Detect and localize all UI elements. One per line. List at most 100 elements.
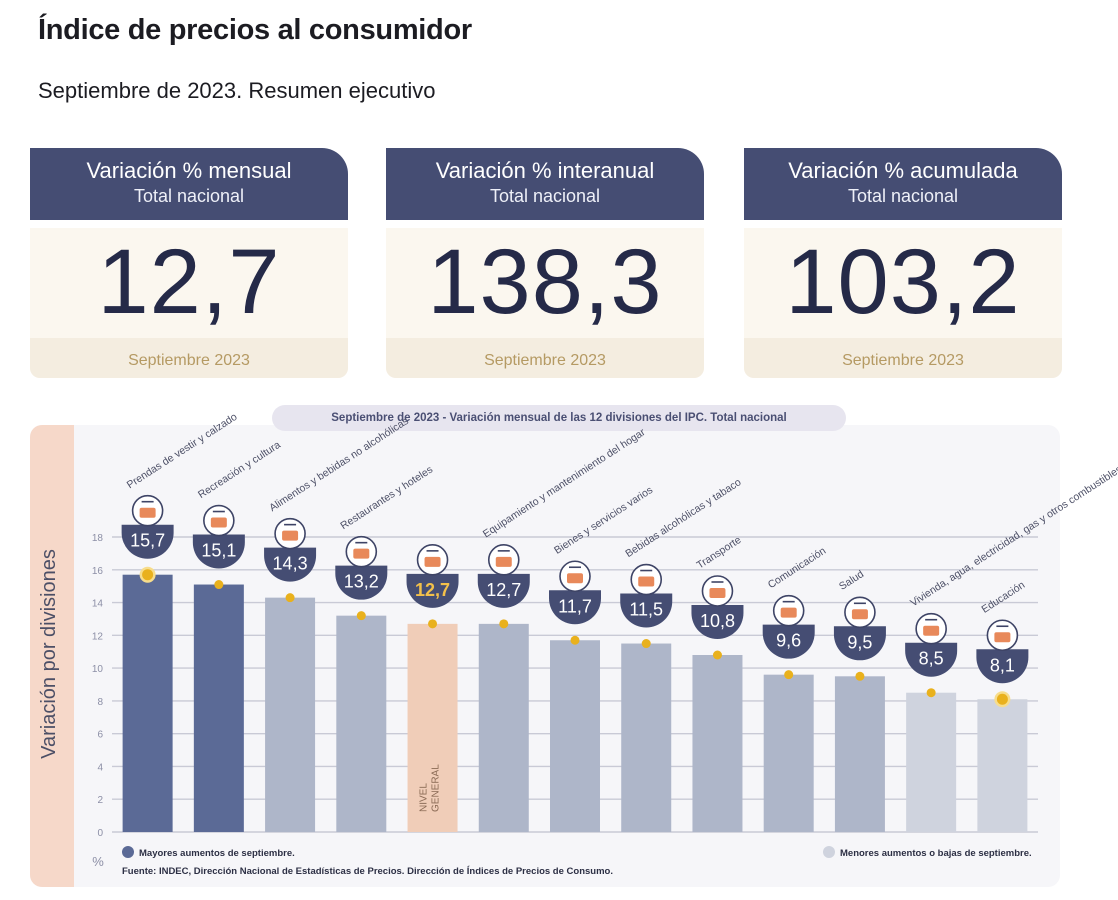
category-label: Equipamiento y mantenimiento del hogar [481, 426, 648, 540]
category-label: Transporte [695, 534, 744, 572]
icon-accent [638, 576, 655, 587]
card-yearly-label: Variación % interanual [435, 158, 655, 183]
page-subtitle: Septiembre de 2023. Resumen ejecutivo [38, 78, 436, 103]
bar-9 [692, 655, 743, 832]
value-label: 15,1 [201, 541, 236, 561]
bar-marker [356, 611, 366, 621]
bar-10 [763, 674, 814, 832]
bar-4 [336, 615, 387, 832]
bar-7 [550, 640, 600, 832]
card-yearly-header: Variación % interanual Total nacional [386, 148, 704, 220]
bar-marker [784, 670, 794, 680]
value-label: 9,6 [776, 631, 801, 651]
value-badge [335, 565, 388, 600]
card-yearly-value: 138,3 [427, 231, 663, 333]
division-icon [487, 544, 520, 576]
value-label: 11,5 [629, 600, 663, 620]
division-icon [416, 544, 449, 576]
icon-accent [780, 607, 797, 618]
value-badge [264, 547, 317, 582]
icon-accent [994, 632, 1011, 643]
chart-source: Fuente: INDEC, Dirección Nacional de Est… [122, 866, 613, 877]
y-tick-label: 0 [97, 828, 103, 839]
y-axis-title: Variación por divisiones [38, 549, 60, 759]
value-label: 9,5 [847, 632, 872, 652]
bar-marker [499, 619, 509, 629]
value-badge [477, 573, 530, 608]
value-label: 12,7 [415, 580, 450, 600]
bar-marker [641, 639, 651, 649]
y-unit-label: % [92, 854, 104, 869]
card-yearly-period: Septiembre 2023 [484, 352, 606, 369]
bar-12 [906, 692, 957, 832]
card-band [744, 338, 1062, 378]
card-yearly-body: 138,3 Septiembre 2023 [386, 228, 704, 378]
value-badge [905, 642, 958, 677]
page-title: Índice de precios al consumidor [38, 14, 472, 46]
bar-11 [834, 676, 885, 832]
chart-title: Septiembre de 2023 - Variación mensual d… [272, 405, 846, 431]
card-yearly: Variación % interanual Total nacional 13… [386, 148, 704, 378]
bar-3 [265, 597, 316, 832]
bar-marker [855, 671, 865, 681]
bar-marker [428, 619, 438, 629]
y-tick-label: 18 [92, 533, 104, 544]
bar-marker [712, 650, 722, 660]
value-label: 14,3 [273, 554, 308, 574]
icon-accent [424, 556, 441, 567]
value-badge [691, 605, 744, 639]
card-cumulative-label: Variación % acumulada [788, 158, 1018, 183]
division-icon [701, 575, 734, 607]
card-monthly-period: Septiembre 2023 [128, 352, 250, 369]
icon-accent [567, 573, 583, 584]
category-label: Salud [837, 568, 866, 593]
y-tick-label: 4 [97, 762, 103, 773]
value-label: 8,5 [919, 649, 944, 669]
division-icon [559, 560, 591, 593]
y-tick-label: 6 [97, 730, 103, 741]
legend-dot-mayor [122, 846, 134, 858]
card-monthly-label: Variación % mensual [86, 158, 292, 183]
bar-5 [407, 623, 458, 832]
bar-marker [570, 635, 580, 645]
value-badge [549, 590, 601, 625]
bar-marker [285, 593, 295, 603]
card-monthly-value: 12,7 [97, 231, 281, 333]
chart-side-strip [30, 425, 74, 887]
division-icon [131, 494, 164, 527]
value-badge [406, 573, 459, 608]
card-band [30, 338, 348, 378]
division-icon [844, 596, 876, 629]
bar-marker [926, 688, 936, 698]
card-band [386, 338, 704, 378]
value-label: 15,7 [130, 531, 165, 551]
card-monthly: Variación % mensual Total nacional 12,7 … [30, 148, 348, 378]
value-badge [121, 524, 174, 559]
legend-dot-menor [823, 846, 835, 858]
card-cumulative: Variación % acumulada Total nacional 103… [744, 148, 1062, 378]
division-icon [630, 563, 663, 596]
card-cumulative-scope: Total nacional [847, 186, 959, 206]
category-label: Restaurantes y hoteles [338, 464, 435, 533]
icon-accent [210, 517, 227, 528]
card-monthly-body: 12,7 Septiembre 2023 [30, 228, 348, 378]
category-label: Educación [979, 579, 1027, 616]
card-monthly-header: Variación % mensual Total nacional [30, 148, 348, 220]
y-tick-label: 10 [92, 664, 104, 675]
card-cumulative-header: Variación % acumulada Total nacional [744, 148, 1062, 220]
card-yearly-scope: Total nacional [489, 186, 601, 206]
icon-accent [282, 530, 299, 541]
card-monthly-scope: Total nacional [133, 186, 245, 206]
general-bar-label: GENERAL [431, 764, 442, 812]
division-icon [345, 535, 378, 568]
value-badge [192, 534, 245, 569]
card-cumulative-body: 103,2 Septiembre 2023 [744, 228, 1062, 378]
legend-label-mayor: Mayores aumentos de septiembre. [139, 848, 295, 859]
icon-accent [851, 609, 868, 620]
value-badge [620, 593, 673, 628]
value-label: 8,1 [990, 655, 1015, 675]
value-label: 12,7 [486, 580, 521, 600]
legend-label-menor: Menores aumentos o bajas de septiembre. [840, 848, 1032, 859]
value-badge [762, 624, 815, 659]
bar-2 [193, 584, 244, 832]
